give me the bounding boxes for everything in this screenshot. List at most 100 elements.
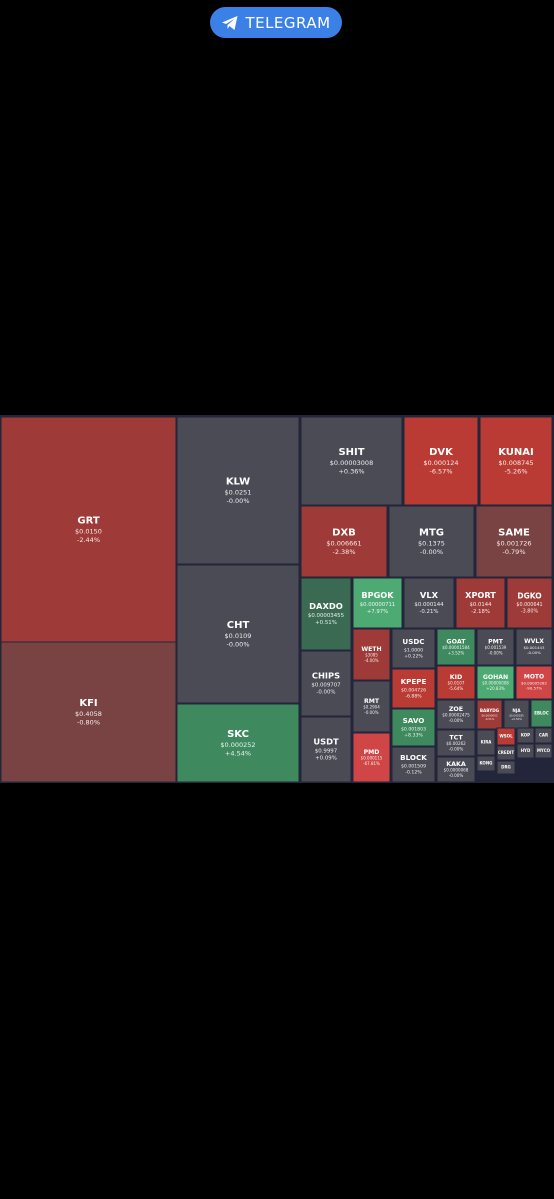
tile-name: GOHAN [483, 674, 508, 681]
tile-name: GRT [77, 516, 99, 527]
tile-price: $0.2904 [363, 705, 380, 710]
tile [0, 416, 177, 643]
tile-name: GOAT [446, 638, 466, 645]
tile-name: HYD [521, 748, 531, 753]
tile [479, 416, 553, 506]
telegram-icon [222, 15, 238, 30]
tile-name: KFI [79, 698, 97, 709]
tile [476, 755, 496, 772]
tile-change: -2.44% [77, 536, 100, 544]
tile-name: DXB [332, 528, 356, 539]
button-label: TELEGRAM [245, 13, 331, 32]
tile-name: TCT [449, 734, 463, 741]
tile-price: $0.00003455 [308, 613, 344, 619]
tile-name: KID [450, 674, 463, 681]
tile-price: $0.009707 [311, 683, 340, 689]
tile [391, 668, 436, 709]
tile-price: $0.001803 [401, 726, 426, 732]
tile-name: WVLX [524, 638, 544, 645]
tile-name: XPORT [465, 590, 496, 600]
tile-change: -67.81% [363, 761, 380, 766]
tile-change: -0.00% [227, 497, 250, 505]
tile [176, 564, 300, 704]
tile-name: MOTO [524, 674, 544, 681]
tile-change: +3.52% [448, 651, 465, 656]
tile-name: CREDIT [498, 750, 515, 755]
tile-name: RMT [364, 698, 380, 705]
telegram-button[interactable]: TELEGRAM [210, 7, 342, 38]
tile-change: -6.57% [430, 467, 453, 475]
tile [300, 505, 388, 578]
tile [496, 727, 516, 746]
tile-price: $0.00002475 [442, 713, 470, 718]
tile [391, 708, 436, 747]
tile-name: KOP [521, 733, 530, 738]
tile-price: $0.000641 [516, 602, 542, 608]
tile [300, 416, 403, 506]
tile [476, 628, 515, 666]
tile-change: -0.51% [485, 717, 495, 721]
tile-price: $0.0000068 [444, 768, 469, 773]
tile [176, 416, 300, 565]
tile-price: $0.00000711 [360, 602, 395, 608]
tile-change: -0.12% [405, 769, 422, 775]
tile-name: BLOCK [400, 753, 427, 762]
tile-price: $0.0150 [75, 527, 102, 535]
tile-change: +0.51% [315, 620, 337, 626]
tile-name: EBLOC [534, 711, 549, 716]
tile [476, 665, 515, 700]
tile-price: $0.9997 [315, 749, 337, 755]
tile-price: $0.4058 [75, 710, 102, 718]
tile [176, 703, 300, 783]
tile [436, 628, 476, 666]
tile [391, 746, 436, 783]
tile-price: $0.00001584 [442, 645, 470, 650]
tile-name: NJA [512, 708, 521, 713]
tile-change: -5.64% [449, 686, 464, 691]
tile-price: $0.00005282 [521, 681, 548, 686]
tile-name: CAR [539, 733, 548, 738]
tile [530, 699, 553, 728]
tile-name: MYCO [537, 748, 551, 753]
tile-change: +0.09% [315, 756, 337, 762]
tile [475, 505, 553, 578]
tile-change: -0.00% [527, 650, 541, 655]
tile-change: +0.50% [511, 717, 522, 721]
tile-name: KAKA [446, 761, 466, 768]
tile-change: +20.83% [486, 686, 505, 691]
tile-change: -0.79% [503, 548, 526, 556]
tile-price: $0.000115 [361, 756, 383, 761]
tile-price: $0.000144 [414, 602, 444, 608]
tile-price: $0.0109 [225, 632, 252, 640]
tile-price: $0.001509 [401, 763, 426, 769]
tile [352, 628, 391, 681]
tile [515, 628, 553, 666]
tile-price: $0.000124 [423, 459, 458, 467]
tile-price: $0.001539 [485, 645, 507, 650]
tile-name: KUNAI [498, 447, 534, 458]
tile [403, 577, 455, 629]
tile-price: $0.000185 [509, 713, 524, 717]
tile-price: $0.0000002 [481, 713, 498, 717]
tile [506, 577, 553, 629]
tile-name: WSOL [499, 734, 513, 739]
tile-name: SHIT [338, 447, 364, 458]
tile-price: $0.000252 [220, 741, 255, 749]
tile-name: KIRA [481, 740, 493, 745]
tile-change: -6.88% [405, 693, 422, 699]
tile-price: $0.0251 [225, 488, 252, 496]
tile [403, 416, 479, 506]
tile-price: $0.004726 [401, 687, 426, 693]
tile-change: -0.00% [420, 548, 443, 556]
tile-name: SKC [227, 729, 249, 740]
tile-change: -0.21% [419, 609, 438, 615]
tile-price: $0.00000008 [482, 681, 509, 686]
tile-change: +8.33% [404, 732, 423, 738]
tile-price: $0.1375 [418, 539, 445, 547]
tile [436, 756, 476, 783]
tile-name: KPEPE [401, 677, 427, 686]
tile [352, 732, 391, 783]
tile [300, 716, 352, 783]
tile-name: WETH [361, 646, 381, 653]
